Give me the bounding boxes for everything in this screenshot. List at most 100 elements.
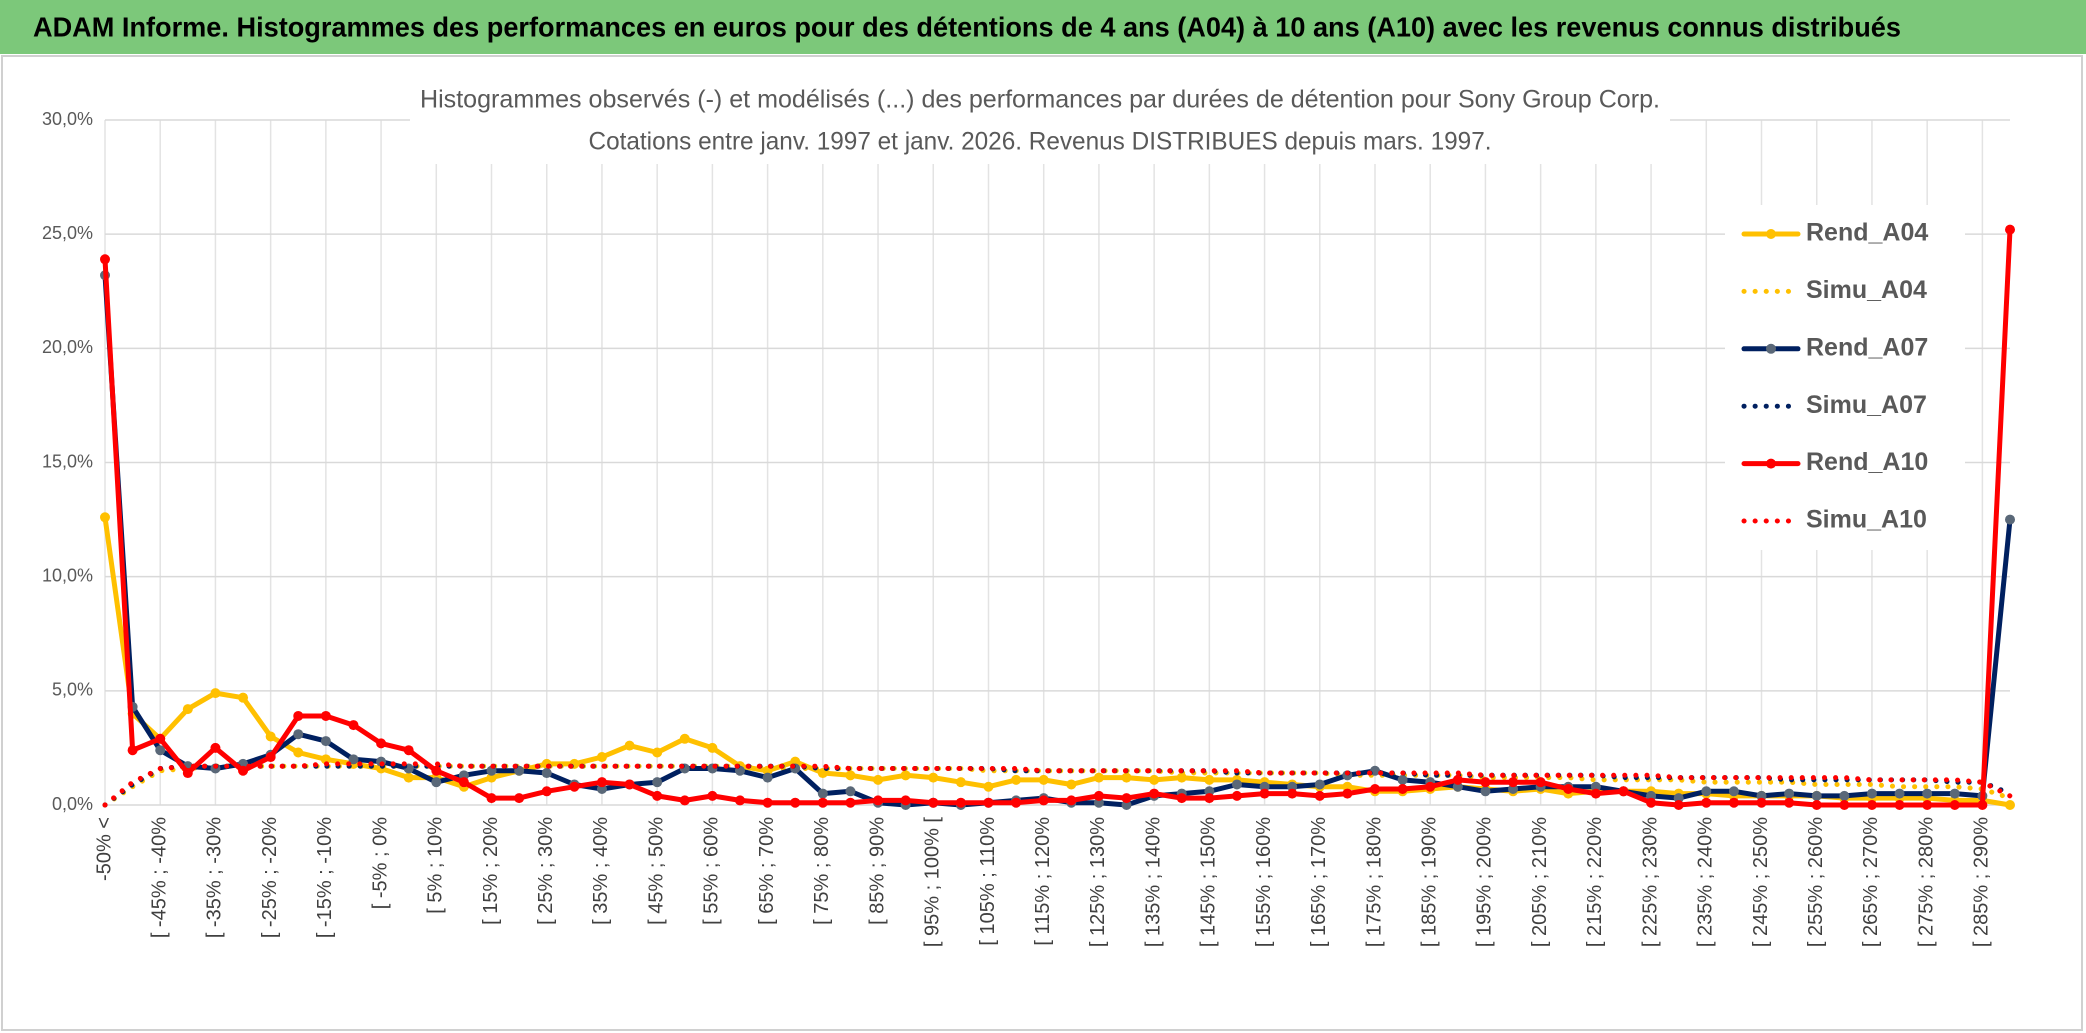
x-tick-label: [ 75% ; 80%	[811, 817, 833, 925]
data-point	[1866, 788, 1877, 799]
data-point	[928, 797, 939, 808]
y-tick-label: 0,0%	[52, 794, 93, 814]
data-point	[955, 777, 966, 788]
x-tick-label: [ 265% ; 270%	[1860, 817, 1882, 947]
data-point	[900, 770, 911, 781]
data-point	[486, 793, 497, 804]
x-tick-label: [ -15% ; -10%	[314, 817, 336, 938]
data-point	[1701, 797, 1712, 808]
data-point	[873, 795, 884, 806]
x-tick-label: [ 255% ; 260%	[1805, 817, 1827, 947]
plot-area: 0,0% 5,0% 10,0% 15,0% 20,0% 25,0% 30,0% -50% < […	[42, 109, 2015, 947]
data-point	[1452, 781, 1463, 792]
series-line	[102, 761, 2013, 808]
data-point	[817, 797, 828, 808]
x-tick-label: -50% <	[93, 817, 115, 881]
chart-border	[1, 55, 2083, 1031]
x-tick-label: [ 105% ; 110%	[977, 817, 999, 946]
data-point	[100, 254, 110, 265]
chart-subtitle: Cotations entre janv. 1997 et janv. 2026…	[589, 128, 1492, 156]
x-tick-label: [ 25% ; 30%	[535, 817, 557, 925]
data-point	[1149, 788, 1160, 799]
data-point	[845, 797, 856, 808]
data-point	[2005, 800, 2015, 810]
series-line	[102, 763, 2013, 808]
data-point	[376, 738, 387, 749]
data-point	[348, 720, 359, 731]
data-point	[1231, 779, 1242, 790]
data-point	[1894, 800, 1905, 810]
data-point	[1093, 797, 1104, 808]
data-point	[1121, 772, 1132, 783]
data-point	[1563, 784, 1574, 795]
data-point	[1342, 781, 1353, 792]
data-point	[127, 745, 138, 756]
data-point	[238, 692, 249, 703]
data-point	[1508, 784, 1519, 795]
data-point	[182, 768, 193, 779]
data-point	[1149, 774, 1160, 785]
data-point	[1287, 781, 1298, 792]
data-point	[1342, 788, 1353, 799]
x-tick-label: [ 35% ; 40%	[590, 817, 612, 925]
data-point	[1977, 800, 1988, 810]
data-point	[1894, 788, 1905, 799]
data-point	[624, 779, 635, 790]
x-tick-label: [ 245% ; 250%	[1750, 817, 1772, 947]
data-point	[707, 742, 718, 753]
data-point	[1784, 788, 1795, 799]
data-point	[817, 788, 828, 799]
x-tick-label: [ 285% ; 290%	[1971, 817, 1993, 947]
data-point	[238, 765, 249, 776]
data-point	[210, 742, 221, 753]
data-point	[403, 745, 414, 756]
data-point	[845, 770, 856, 781]
data-point	[541, 768, 552, 779]
x-tick-label: [ 115% ; 120%	[1032, 817, 1054, 946]
data-point	[596, 784, 607, 795]
data-point	[403, 772, 414, 783]
data-point	[1121, 793, 1132, 804]
data-point	[1259, 781, 1270, 792]
data-point	[1728, 786, 1739, 797]
data-point	[1204, 774, 1215, 785]
data-point	[1093, 772, 1104, 783]
x-tick-label: [ -45% ; -40%	[148, 817, 170, 938]
x-tick-label: [ 15% ; 20%	[480, 817, 502, 925]
data-point	[1728, 797, 1739, 808]
data-point	[1701, 786, 1712, 797]
data-point	[1784, 797, 1795, 808]
x-tick-label: [ 185% ; 190%	[1418, 817, 1440, 947]
legend-label: Rend_A04	[1806, 219, 1928, 247]
data-point	[983, 781, 994, 792]
data-point	[1287, 788, 1298, 799]
data-point	[1259, 788, 1270, 799]
data-point	[735, 795, 745, 806]
data-point	[431, 765, 442, 776]
data-point	[596, 777, 607, 788]
data-point	[458, 770, 469, 781]
data-point	[293, 710, 304, 721]
x-tick-label: [ 235% ; 240%	[1695, 817, 1717, 947]
y-tick-label: 15,0%	[42, 451, 93, 471]
x-tick-label: [ 45% ; 50%	[645, 817, 667, 925]
y-tick-label: 25,0%	[42, 223, 93, 243]
x-tick-label: [ 275% ; 280%	[1915, 817, 1937, 947]
data-point	[790, 797, 801, 808]
data-point	[1038, 774, 1049, 785]
data-point	[100, 512, 110, 523]
data-point	[1673, 793, 1684, 804]
data-point	[1811, 800, 1822, 810]
data-point	[1204, 786, 1215, 797]
data-point	[1314, 790, 1325, 801]
legend-label: Rend_A07	[1806, 333, 1928, 361]
data-point	[1093, 790, 1104, 801]
x-tick-label: [ -25% ; -20%	[259, 817, 281, 938]
chart-title: Histogrammes observés (-) et modélisés (…	[420, 86, 1660, 114]
data-point	[348, 754, 359, 765]
x-tick-label: [ -5% ; 0%	[369, 817, 391, 909]
data-point	[265, 752, 276, 763]
data-point	[679, 795, 690, 806]
data-point	[1590, 788, 1601, 799]
